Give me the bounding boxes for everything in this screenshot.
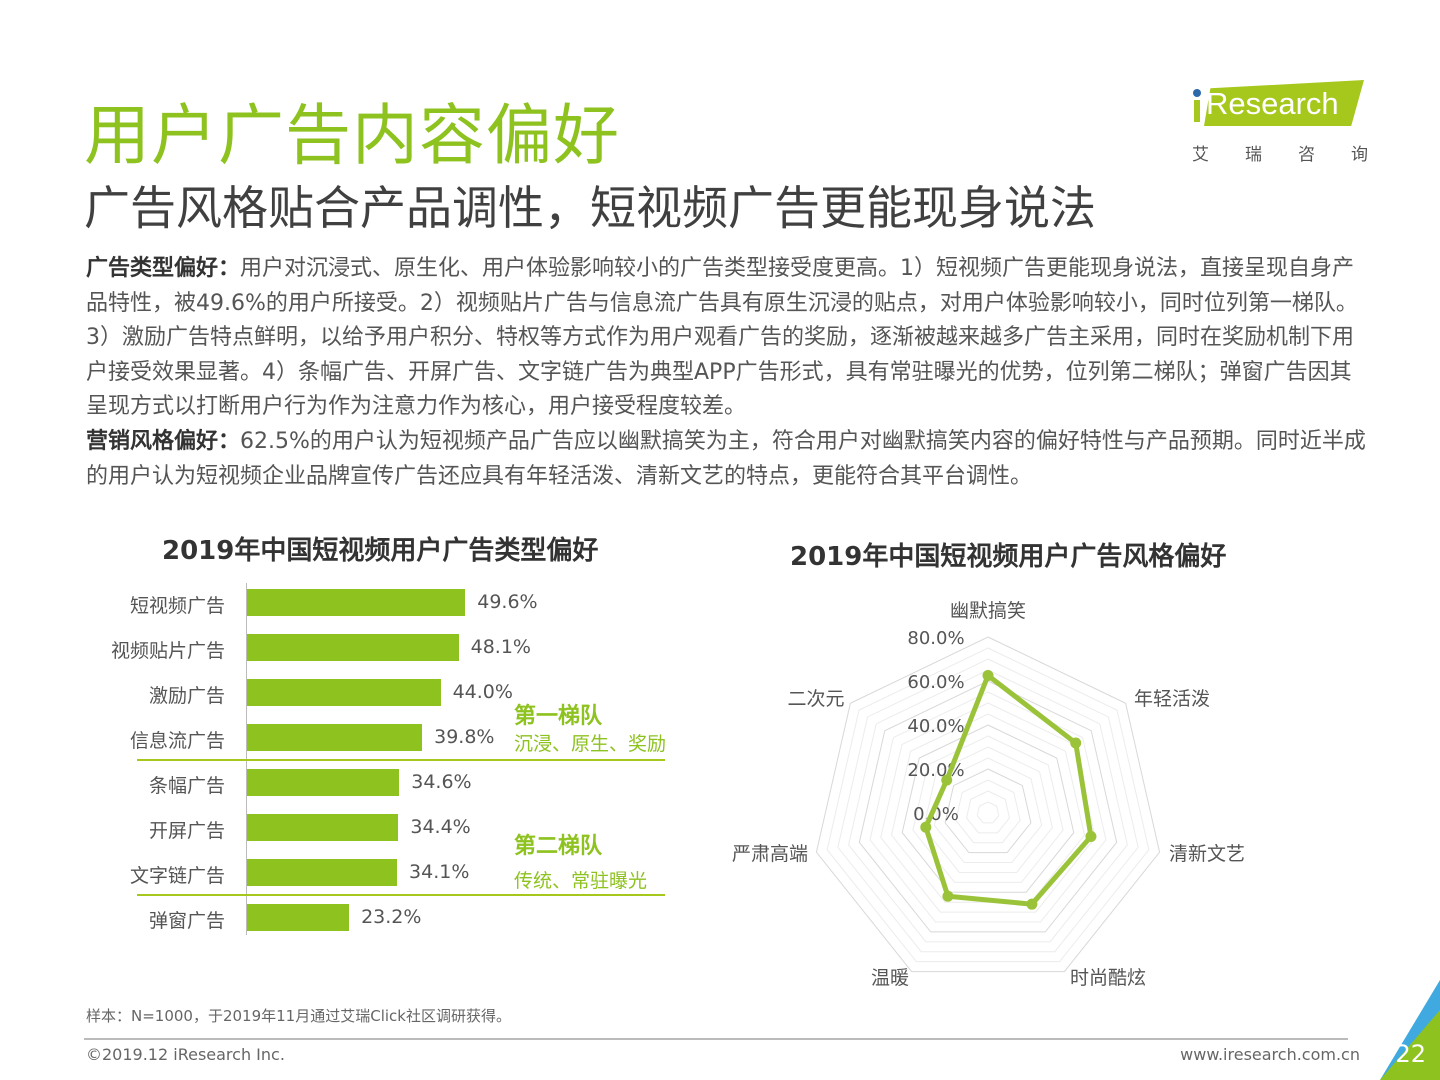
radar-axis-label: 二次元 xyxy=(787,688,844,710)
bar xyxy=(247,859,398,886)
paragraph-text: 62.5%的用户认为短视频产品广告应以幽默搞笑为主，符合用户对幽默搞笑内容的偏好… xyxy=(86,428,1366,489)
radar-data-point xyxy=(1070,737,1082,749)
radar-grid-ring xyxy=(826,647,1150,963)
tier-1-subtitle: 沉浸、原生、奖励 xyxy=(514,733,667,755)
radar-data-point xyxy=(982,670,994,681)
radar-axis-label: 温暖 xyxy=(871,967,909,989)
logo-char: 咨 xyxy=(1298,145,1315,165)
bar xyxy=(247,814,399,841)
bar-chart-title: 2019年中国短视频用户广告类型偏好 xyxy=(162,536,599,566)
bar-category-label: 文字链广告 xyxy=(129,865,225,887)
bar-category-label: 条幅广告 xyxy=(148,775,225,797)
radar-grid-ring xyxy=(837,658,1139,953)
radar-chart: 幽默搞笑年轻活泼清新文艺时尚酷炫温暖严肃高端二次元0.0%20.0%40.0%6… xyxy=(732,600,1245,989)
radar-tick-label: 60.0% xyxy=(907,672,964,693)
radar-grid-ring xyxy=(912,735,1064,883)
bar-value-label: 44.0% xyxy=(452,681,513,703)
radar-data-point xyxy=(920,821,932,833)
bar-category-label: 开屏广告 xyxy=(148,820,225,842)
logo-char: 询 xyxy=(1351,145,1368,165)
bar xyxy=(247,724,423,751)
bar xyxy=(247,679,441,706)
radar-series-line xyxy=(923,673,1094,907)
paragraph-label: 营销风格偏好： xyxy=(86,428,241,454)
logo-banner xyxy=(1204,80,1364,126)
radar-grid-ring xyxy=(955,779,1021,844)
logo-char: 艾 xyxy=(1192,145,1209,165)
bar-category-label: 弹窗广告 xyxy=(148,910,225,932)
paragraph-text: 用户对沉浸式、原生化、用户体验影响较小的广告类型接受度更高。1）短视频广告更能现… xyxy=(86,256,1358,420)
radar-data-point xyxy=(1085,830,1097,842)
radar-grid-ring xyxy=(923,746,1053,873)
logo-text: Research xyxy=(1206,86,1339,121)
page-number: 22 xyxy=(1395,1040,1426,1068)
bar-value-label: 23.2% xyxy=(361,906,422,928)
tier-separator xyxy=(137,894,665,896)
bar-value-label: 39.8% xyxy=(434,726,495,748)
sample-note: 样本：N=1000，于2019年11月通过艾瑞Click社区调研获得。 xyxy=(86,1007,511,1025)
radar-data-point xyxy=(941,774,953,786)
bar-value-label: 34.1% xyxy=(409,861,470,883)
radar-grid-ring xyxy=(966,790,1010,834)
radar-tick-label: 80.0% xyxy=(907,628,964,649)
radar-data-point xyxy=(942,890,954,902)
bar-category-label: 信息流广告 xyxy=(129,730,225,752)
logo-cn: 艾 瑞 咨 询 xyxy=(1192,140,1368,165)
radar-axis-label: 清新文艺 xyxy=(1169,843,1245,865)
radar-grid-ring xyxy=(848,669,1128,943)
bar-category-label: 短视频广告 xyxy=(129,595,225,617)
bar-value-label: 49.6% xyxy=(477,591,538,613)
logo-char: 瑞 xyxy=(1245,145,1262,165)
tier-1-title: 第一梯队 xyxy=(514,704,603,729)
radar-axis-label: 时尚酷炫 xyxy=(1070,967,1146,989)
bar-value-label: 34.6% xyxy=(411,771,472,793)
iresearch-logo: Research 艾 瑞 咨 询 xyxy=(1190,76,1370,166)
radar-chart-title: 2019年中国短视频用户广告风格偏好 xyxy=(790,542,1227,572)
website-link[interactable]: www.iresearch.com.cn xyxy=(1180,1045,1360,1064)
radar-data-point xyxy=(1026,898,1038,910)
paragraph-ad-type: 广告类型偏好：用户对沉浸式、原生化、用户体验影响较小的广告类型接受度更高。1）短… xyxy=(86,252,1366,425)
radar-grid-ring xyxy=(815,636,1161,973)
tier-separator xyxy=(137,759,665,761)
corner-decoration xyxy=(1380,980,1440,1080)
logo-dot xyxy=(1193,89,1201,97)
bar xyxy=(247,634,459,661)
radar-grid-ring xyxy=(944,768,1032,854)
paragraph-style: 营销风格偏好：62.5%的用户认为短视频产品广告应以幽默搞笑为主，符合用户对幽默… xyxy=(86,425,1366,494)
bar-category-label: 激励广告 xyxy=(148,685,225,707)
radar-axis-label: 年轻活泼 xyxy=(1134,688,1210,710)
radar-axis-label: 严肃高端 xyxy=(732,843,808,865)
tier-2-title: 第二梯队 xyxy=(514,834,603,859)
radar-axis-label: 幽默搞笑 xyxy=(950,600,1026,622)
bar xyxy=(247,904,350,931)
logo-i xyxy=(1194,100,1200,122)
body-text: 广告类型偏好：用户对沉浸式、原生化、用户体验影响较小的广告类型接受度更高。1）短… xyxy=(86,252,1366,494)
radar-grid-ring xyxy=(976,801,1000,824)
page-subtitle: 广告风格贴合产品调性，短视频广告更能现身说法 xyxy=(84,181,1096,235)
radar-grid-ring xyxy=(869,691,1107,923)
bar-value-label: 34.4% xyxy=(410,816,471,838)
copyright: ©2019.12 iResearch Inc. xyxy=(86,1045,285,1064)
paragraph-label: 广告类型偏好： xyxy=(86,256,241,281)
radar-tick-label: 0.0% xyxy=(913,804,959,825)
page-title: 用户广告内容偏好 xyxy=(84,97,620,174)
bar xyxy=(247,589,466,616)
tier-2-subtitle: 传统、常驻曝光 xyxy=(514,870,648,892)
footer-divider xyxy=(84,1038,1348,1040)
bar xyxy=(247,769,400,796)
radar-grid-ring xyxy=(901,724,1075,893)
radar-tick-label: 40.0% xyxy=(907,716,964,737)
radar-grid-ring xyxy=(858,680,1118,933)
bar-category-label: 视频贴片广告 xyxy=(110,640,225,662)
bar-value-label: 48.1% xyxy=(470,636,531,658)
